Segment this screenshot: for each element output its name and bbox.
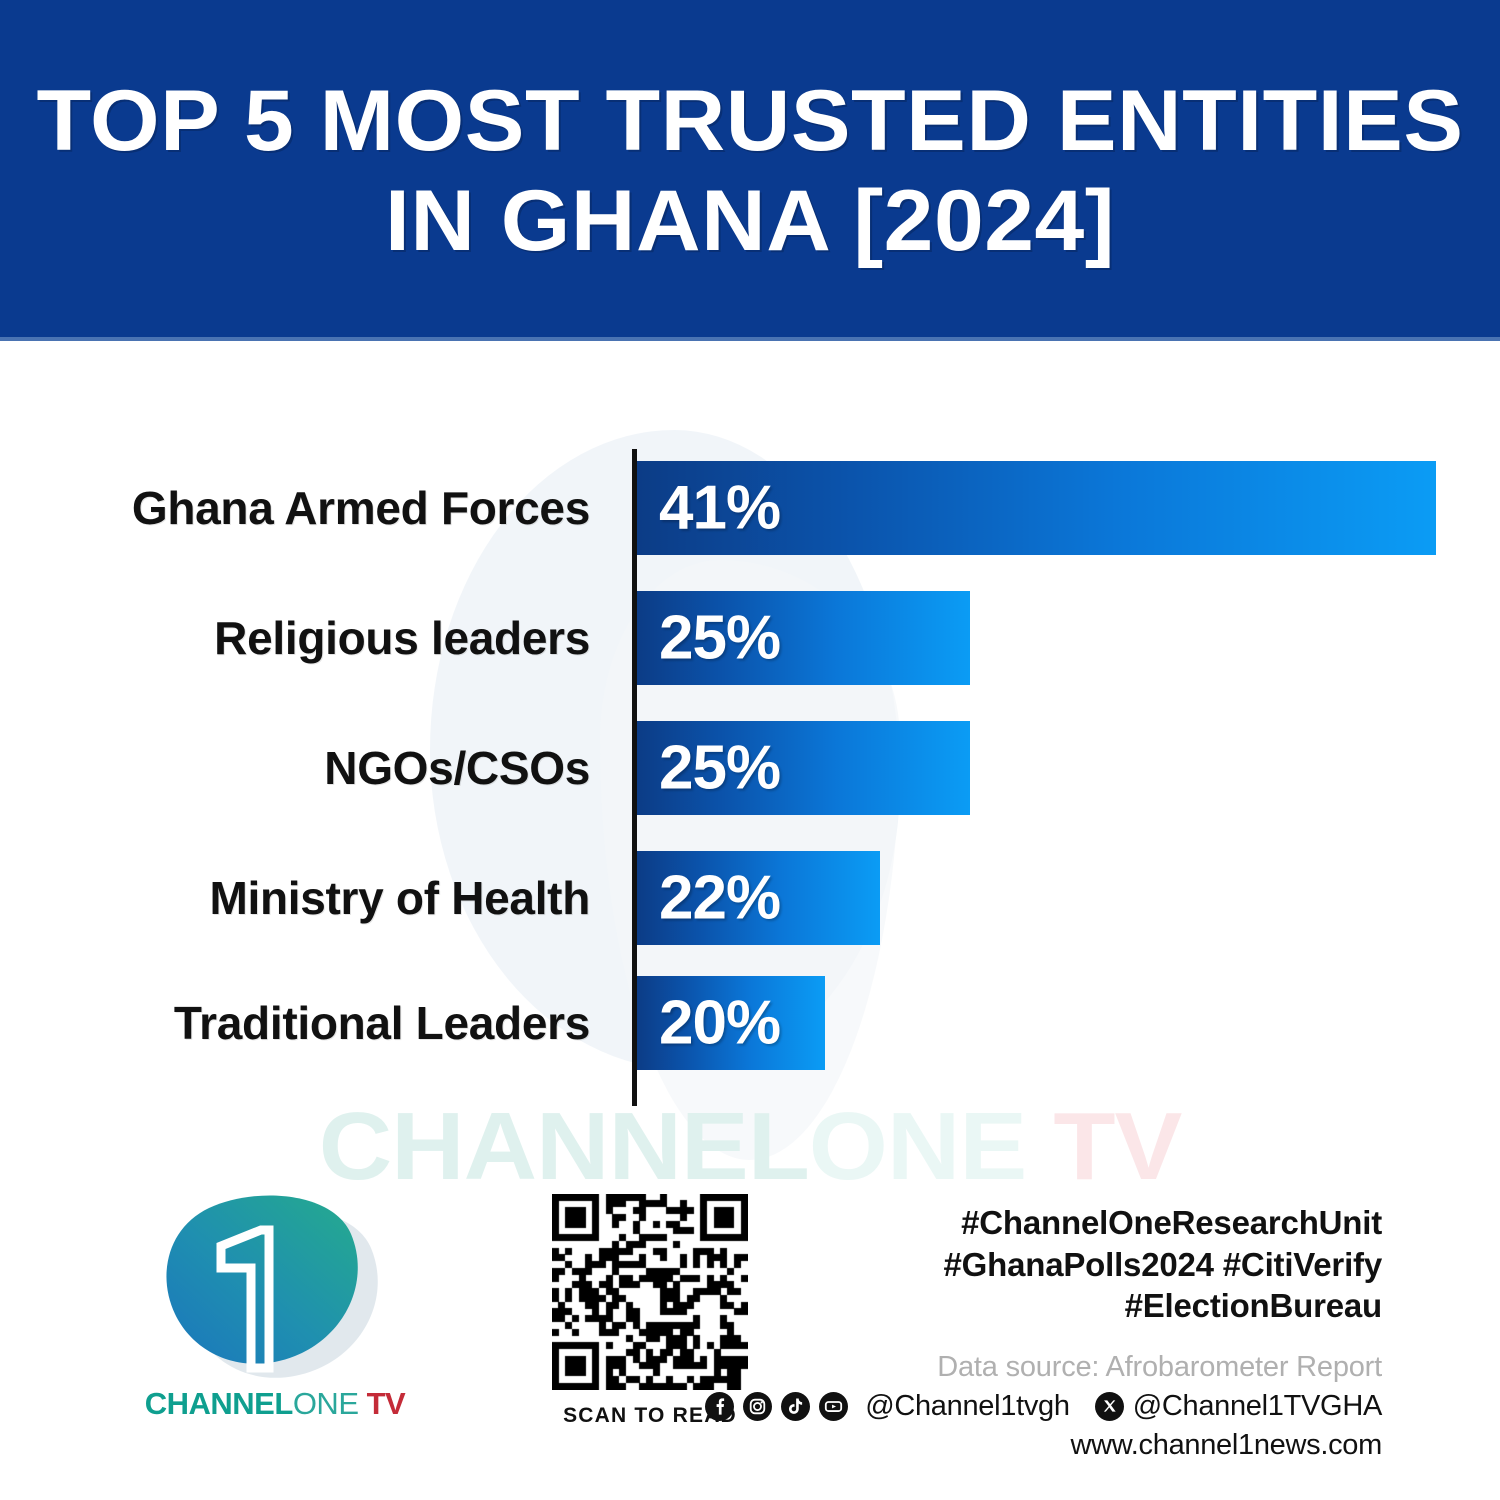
chart-axis-line [632,449,637,1106]
tiktok-icon[interactable] [781,1391,811,1421]
qr-code-block[interactable]: SCAN TO READ [552,1194,762,1428]
data-source-label: Data source: Afrobarometer Report [937,1350,1382,1383]
bar-fill: 41% [637,461,1436,555]
bar-value-label: 22% [659,863,781,933]
bar-track: 25% [637,591,970,685]
logo-wordmark: CHANNELONE TV [125,1386,425,1422]
title-line-2: IN GHANA [2024] [384,172,1116,269]
bar-chart: Ghana Armed Forces 41% Religious leaders… [0,341,1500,1111]
youtube-icon[interactable] [819,1391,849,1421]
bar-fill: 20% [637,976,825,1070]
bar-category-label: Ministry of Health [209,872,590,924]
logo-word-channel: CHANNEL [144,1386,294,1421]
bar-row: NGOs/CSOs 25% [0,721,1500,815]
social-handle-primary[interactable]: @Channel1tvgh [865,1389,1070,1422]
facebook-icon[interactable] [705,1391,735,1421]
bar-category-label: Traditional Leaders [173,997,590,1049]
channel-one-tv-logo: CHANNELONE TV [125,1190,455,1440]
logo-word-one: ONE [292,1386,359,1421]
bar-track: 20% [637,976,825,1070]
logo-word-tv: TV [358,1386,406,1421]
bar-row: Religious leaders 25% [0,591,1500,685]
qr-caption: SCAN TO READ [563,1404,737,1427]
bar-track: 41% [637,461,1436,555]
bar-fill: 25% [637,721,970,815]
social-handle-x[interactable]: @Channel1TVGHA [1132,1389,1383,1422]
watermark-part-channel: CHANNEL [318,1093,810,1200]
instagram-icon[interactable] [743,1391,773,1421]
social-handles-row: @Channel1tvgh @Channel1TVGHA [705,1389,1383,1423]
channel-one-logo-mark [166,1195,378,1378]
hashtag-line-1: #ChannelOneResearchUnit [961,1204,1382,1241]
website-url[interactable]: www.channel1news.com [1070,1428,1382,1461]
qr-code-image[interactable] [552,1194,748,1390]
bar-track: 25% [637,721,970,815]
bar-row: Traditional Leaders 20% [0,976,1500,1070]
bar-track: 22% [637,851,880,945]
bar-row: Ministry of Health 22% [0,851,1500,945]
x-twitter-icon[interactable] [1094,1391,1124,1421]
bar-row: Ghana Armed Forces 41% [0,461,1500,555]
hashtag-line-2: #GhanaPolls2024 #CitiVerify [943,1245,1383,1283]
bar-value-label: 41% [659,473,781,543]
bar-fill: 25% [637,591,970,685]
page-title: TOP 5 MOST TRUSTED ENTITIES IN GHANA [20… [0,78,1500,264]
footer-info: #ChannelOneResearchUnit #GhanaPolls2024 … [705,1202,1383,1462]
bar-category-label: NGOs/CSOs [324,742,590,794]
watermark-part-one: ONE [808,1093,1027,1200]
bar-fill: 22% [637,851,880,945]
watermark-part-tv: TV [1026,1093,1182,1200]
bar-category-label: Religious leaders [214,612,590,664]
header-banner: TOP 5 MOST TRUSTED ENTITIES IN GHANA [20… [0,0,1500,341]
hashtag-line-3: #ElectionBureau [1124,1287,1383,1325]
watermark-channelone-tv: CHANNELONE TV [0,1092,1500,1202]
bar-value-label: 20% [659,988,781,1058]
footer: CHANNELONE TV SCAN TO READ #ChannelOneRe… [0,1180,1500,1500]
bar-category-label: Ghana Armed Forces [131,482,590,534]
bar-value-label: 25% [659,603,781,673]
bar-value-label: 25% [659,733,781,803]
title-line-1: TOP 5 MOST TRUSTED ENTITIES [36,72,1464,169]
